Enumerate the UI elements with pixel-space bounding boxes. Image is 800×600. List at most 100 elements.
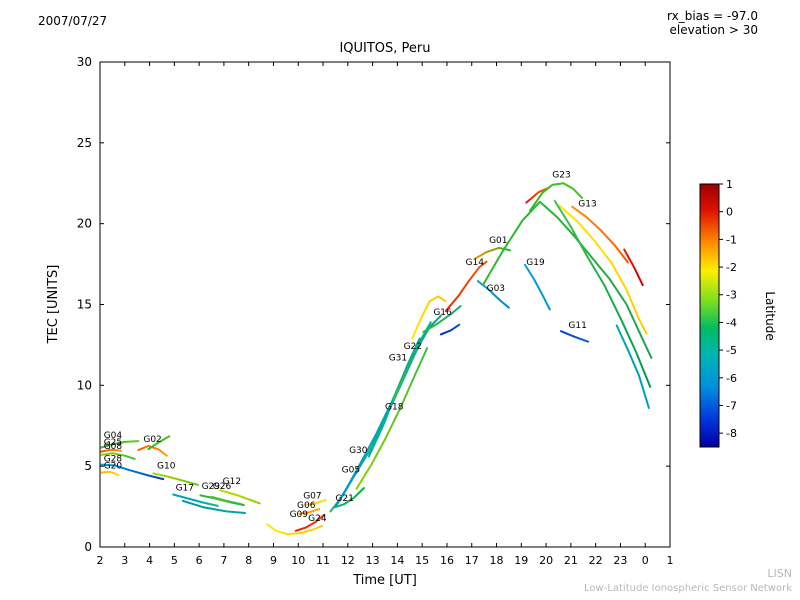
track-segment-36 [553, 200, 652, 388]
track-G16 [422, 305, 462, 333]
rx-bias-label: rx_bias = -97.0 [667, 9, 758, 23]
track-label-G03: G03 [487, 284, 505, 294]
track-segment-34 [558, 204, 648, 335]
track-label-G07: G07 [303, 492, 321, 502]
generated-chart-content: 2 3 4 5 6 7 8 9 10 11 12 13 14 15 16 17 18 19 20 21 22 23 0 105… [77, 55, 737, 567]
y-tick-label: 5 [84, 459, 92, 473]
track-G11 [560, 330, 590, 343]
x-tick-label: 17 [465, 554, 479, 567]
colorbar-tick-label: -8 [726, 427, 737, 440]
track-segment-9 [182, 499, 246, 514]
track-G09 [294, 513, 326, 532]
track-segment-35 [481, 200, 653, 359]
x-tick-label: 7 [220, 554, 227, 567]
track-label-G11: G11 [568, 321, 586, 331]
colorbar-tick-label: -2 [726, 261, 737, 274]
y-axis-label: TEC [UNITS] [46, 265, 61, 345]
x-tick-label: 19 [514, 554, 528, 567]
x-tick-label: 20 [539, 554, 553, 567]
network-name: Low-Latitude Ionospheric Sensor Network [584, 583, 792, 594]
y-tick-label: 30 [77, 55, 92, 69]
track-segment-33 [623, 248, 644, 287]
track-label-G10: G10 [157, 462, 176, 472]
track-G13 [571, 205, 629, 264]
track-G26 [210, 495, 243, 506]
track-G25 [100, 448, 123, 453]
track-label-G09: G09 [290, 510, 309, 520]
track-G24 [266, 523, 323, 536]
plot-frame [99, 61, 671, 548]
y-tick-label: 25 [77, 136, 92, 150]
colorbar-tick-label: 0 [726, 206, 733, 219]
track-segment-6 [147, 435, 171, 451]
colorbar-tick-label: -1 [726, 233, 737, 246]
track-G28 [100, 463, 165, 481]
colorbar [700, 184, 719, 447]
x-tick-label: 23 [613, 554, 627, 567]
x-tick-label: 6 [196, 554, 203, 567]
track-G22 [392, 314, 442, 401]
date-label: 2007/07/27 [38, 14, 107, 28]
track-G14 [444, 260, 488, 312]
x-tick-label: 3 [121, 554, 128, 567]
x-tick-label: 22 [589, 554, 603, 567]
track-label-G14: G14 [466, 258, 485, 268]
track-label-G18: G18 [385, 403, 404, 413]
x-tick-label: 16 [440, 554, 454, 567]
track-label-G29: G29 [202, 482, 221, 492]
colorbar-tick-label: -4 [726, 316, 737, 329]
track-label-G24: G24 [308, 514, 327, 524]
colorbar-tick-label: -5 [726, 344, 737, 357]
colorbar-label: Latitude [763, 291, 777, 340]
track-label-G23: G23 [552, 171, 570, 181]
track-segment-25 [439, 323, 461, 336]
track-label-G05: G05 [342, 466, 360, 476]
track-label-G06: G06 [297, 501, 316, 511]
x-tick-label: 14 [390, 554, 404, 567]
x-tick-label: 21 [564, 554, 578, 567]
x-tick-label: 10 [291, 554, 305, 567]
track-G20 [100, 470, 120, 477]
track-G23 [529, 182, 583, 212]
x-tick-label: 9 [270, 554, 277, 567]
track-G07 [304, 499, 327, 506]
colorbar-tick-label: -7 [726, 399, 737, 412]
track-label-G13: G13 [578, 200, 596, 210]
elevation-label: elevation > 30 [670, 23, 759, 37]
track-label-G12: G12 [223, 477, 241, 487]
track-G12 [219, 489, 261, 505]
x-tick-label: 13 [366, 554, 380, 567]
track-label-G08: G08 [104, 442, 123, 452]
x-tick-label: 2 [97, 554, 104, 567]
track-G06 [298, 508, 321, 515]
track-label-G26: G26 [213, 482, 232, 492]
x-tick-label: 15 [415, 554, 429, 567]
track-G21 [333, 487, 365, 509]
track-G04 [100, 440, 140, 449]
track-label-G19: G19 [526, 258, 545, 268]
x-tick-label: 8 [245, 554, 252, 567]
track-label-G25: G25 [104, 438, 122, 448]
track-label-G28: G28 [104, 454, 123, 464]
track-label-G01: G01 [489, 236, 507, 246]
track-label-G30: G30 [349, 446, 368, 456]
colorbar-tick-label: -3 [726, 289, 737, 302]
x-tick-label: 18 [490, 554, 504, 567]
y-tick-label: 15 [77, 298, 92, 312]
colorbar-frame [699, 183, 720, 448]
network-abbr: LISN [767, 567, 792, 580]
track-label-G21: G21 [335, 494, 353, 504]
track-G08 [100, 452, 136, 460]
track-segment-38 [615, 324, 650, 409]
track-label-G17: G17 [176, 483, 194, 493]
y-tick-label: 0 [84, 540, 92, 554]
track-G17 [172, 493, 219, 507]
track-label-G02: G02 [143, 435, 161, 445]
colorbar-tick-label: -6 [726, 372, 737, 385]
x-tick-label: 11 [316, 554, 330, 567]
x-tick-label: 5 [171, 554, 178, 567]
x-axis-label: Time [UT] [352, 573, 417, 588]
x-tick-label: 4 [146, 554, 153, 567]
